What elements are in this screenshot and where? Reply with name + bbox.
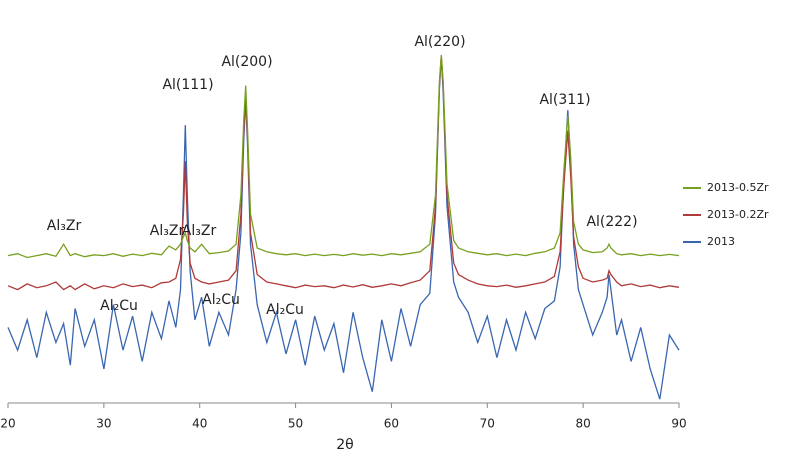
x-tick-label: 80 (576, 417, 591, 431)
annotation: Al(111) (162, 77, 213, 93)
annotation: Al₃Zr (150, 223, 185, 239)
x-tick-label: 50 (288, 417, 303, 431)
annotation: Al₂Cu (100, 298, 138, 314)
series-line (7, 55, 680, 291)
legend-label: 2013-0.2Zr (707, 208, 769, 221)
x-tick-label: 90 (671, 417, 686, 431)
annotation: Al₃Zr (47, 218, 82, 234)
annotation: Al₃Zr (182, 223, 217, 239)
x-tick-label: 30 (96, 417, 111, 431)
x-tick-label: 60 (384, 417, 399, 431)
x-axis-label: 2θ (336, 437, 353, 453)
x-tick-label: 20 (0, 417, 15, 431)
legend-label: 2013 (707, 235, 735, 248)
legend-label: 2013-0.5Zr (707, 181, 769, 194)
x-tick-label: 70 (480, 417, 495, 431)
annotation: Al₂Cu (202, 292, 240, 308)
annotation: Al₂Cu (266, 302, 304, 318)
series-line (7, 57, 680, 400)
x-tick-label: 40 (192, 417, 207, 431)
annotation: Al(200) (221, 54, 272, 70)
annotation: Al(311) (539, 92, 590, 108)
annotation: Al(220) (414, 34, 465, 50)
annotation: Al(222) (586, 214, 637, 230)
series-line (7, 55, 680, 259)
